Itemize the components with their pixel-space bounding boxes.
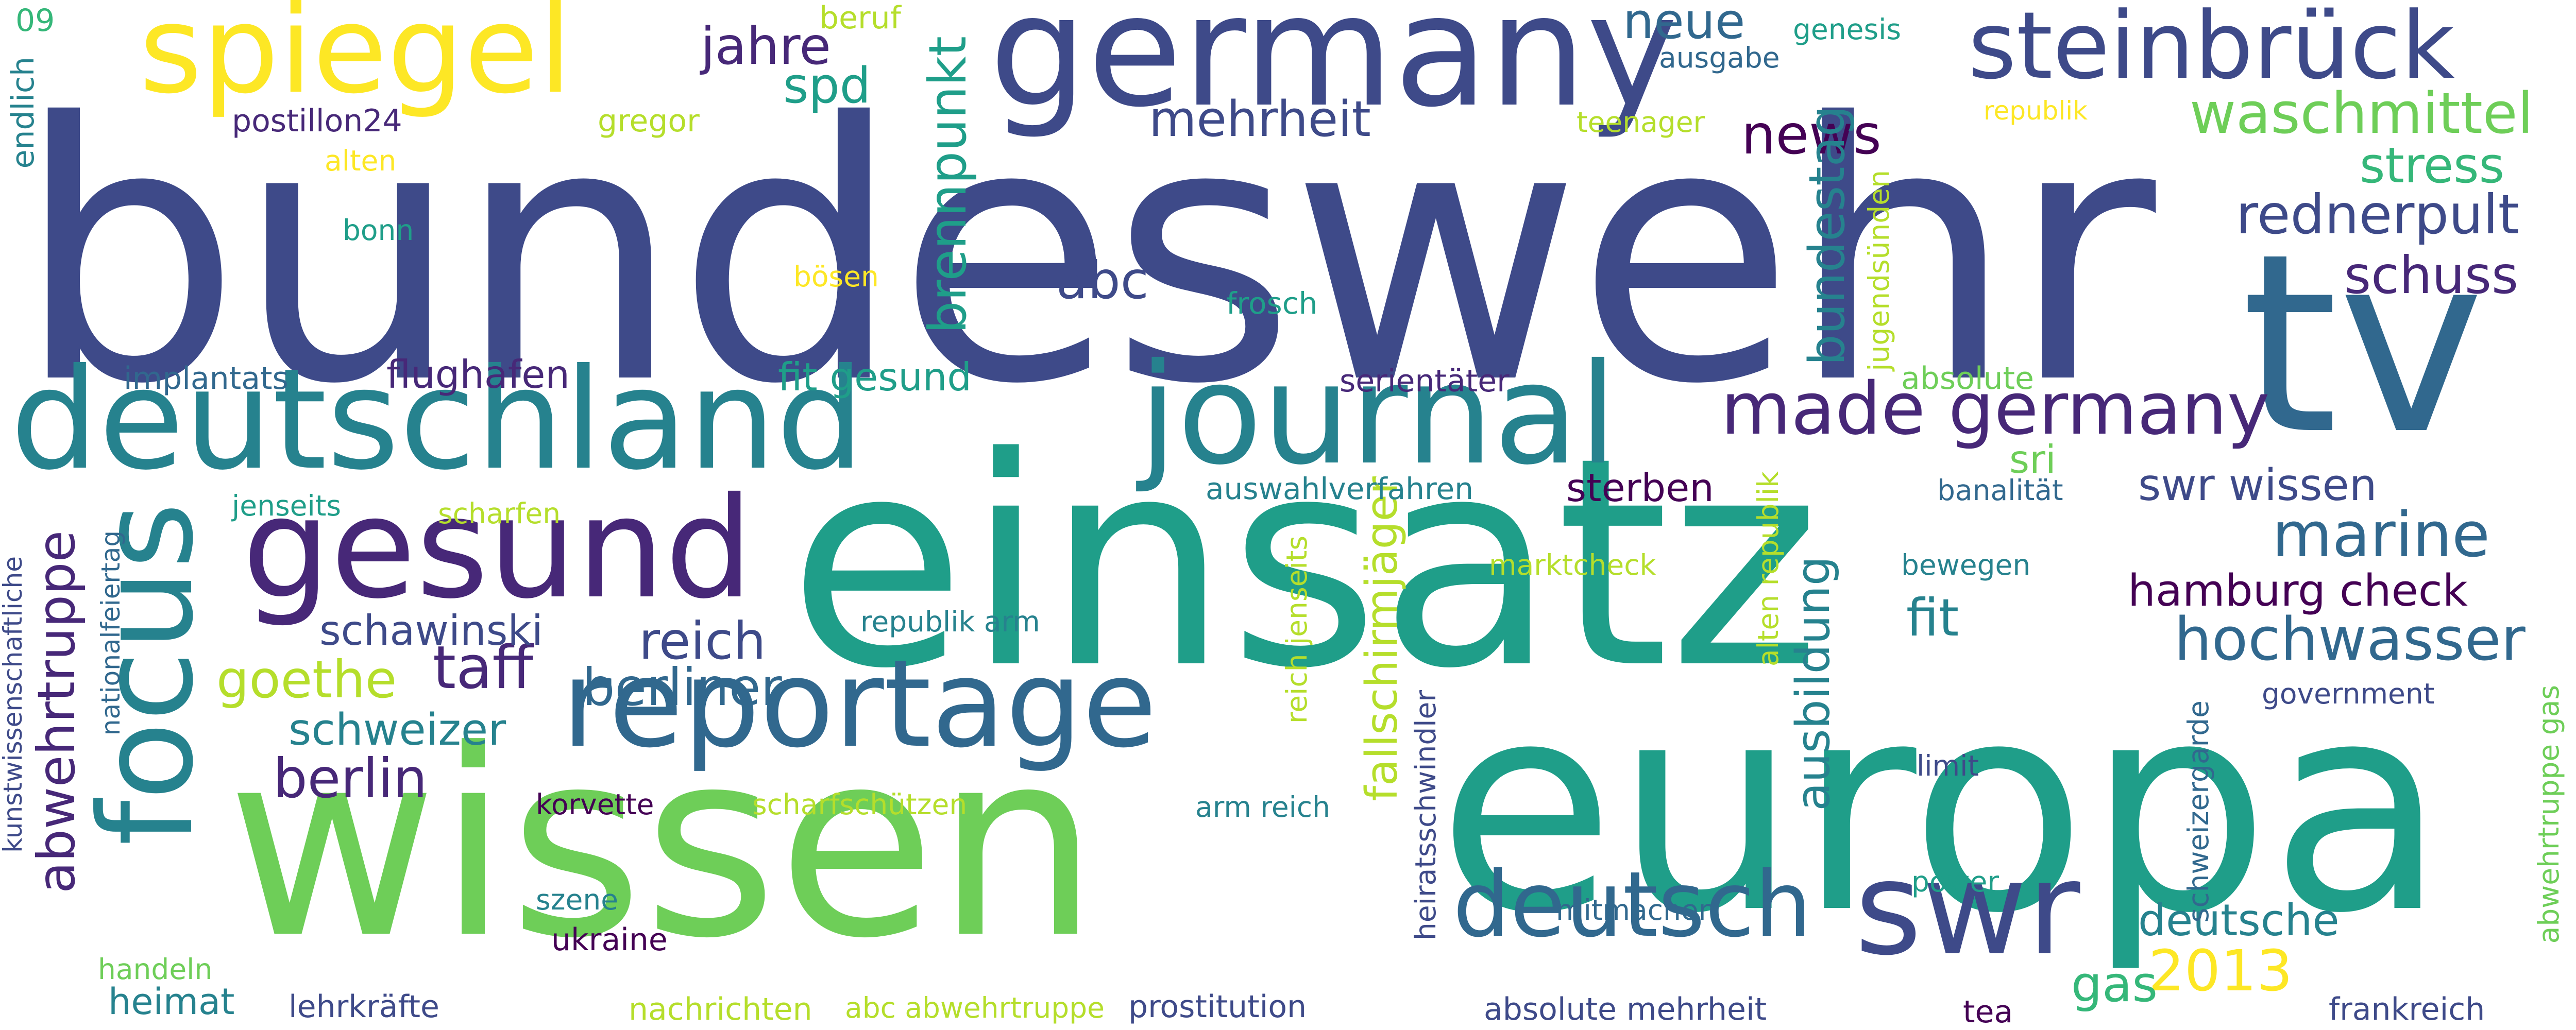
word-endlich: endlich xyxy=(5,57,41,169)
word-bonn: bonn xyxy=(343,214,414,247)
word-republik: republik xyxy=(1984,96,2088,126)
word-postillon24: postillon24 xyxy=(232,103,402,139)
word-schweizer: schweizer xyxy=(289,705,506,756)
word-berlin: berlin xyxy=(273,747,428,810)
word-stress: stress xyxy=(2360,138,2505,194)
word-europa: europa xyxy=(1437,641,2447,976)
word-deutschland: deutschland xyxy=(10,338,865,501)
word-mehrheit: mehrheit xyxy=(1149,91,1371,148)
word-sri: sri xyxy=(2009,437,2056,482)
word-abwehrtruppe-gas: abwehrtruppe gas xyxy=(2532,685,2565,944)
word-auswahlverfahren: auswahlverfahren xyxy=(1206,471,1473,506)
word-tea: tea xyxy=(1963,994,2013,1030)
word-nationalfeiertag: nationalfeiertag xyxy=(96,530,126,736)
word-berliner: berliner xyxy=(582,657,782,717)
word-republik-arm: republik arm xyxy=(860,605,1040,638)
word-alten: alten xyxy=(325,144,397,177)
word-flughafen: flughafen xyxy=(386,352,570,397)
word-gas: gas xyxy=(2071,956,2158,1013)
word-ukraine: ukraine xyxy=(551,922,668,958)
word-power: power xyxy=(1911,865,1999,898)
word-marktcheck: marktcheck xyxy=(1489,548,1656,581)
word-jahre: jahre xyxy=(701,16,831,76)
word-abwehrtruppe: abwehrtruppe xyxy=(26,530,87,894)
word-waschmittel: waschmittel xyxy=(2190,80,2534,146)
word-marine: marine xyxy=(2272,500,2490,571)
word-hamburg-check: hamburg check xyxy=(2128,565,2468,616)
word-alten-republik: alten republik xyxy=(1752,471,1785,667)
word-swr: swr xyxy=(1855,834,2080,984)
word-limit: limit xyxy=(1917,749,1979,782)
word-bewegen: bewegen xyxy=(1901,548,2031,581)
word-hochwasser: hochwasser xyxy=(2174,605,2526,674)
word-bundeswehr: bundeswehr xyxy=(15,48,2156,461)
word-frosch: frosch xyxy=(1226,286,1318,321)
word-jenseits: jenseits xyxy=(232,489,341,522)
word-09: 09 xyxy=(15,3,55,39)
word-jugendsuenden: jugendsünden xyxy=(1862,170,1895,371)
word-abc-abwehrtruppe: abc abwehrtruppe xyxy=(845,991,1105,1024)
word-rednerpult: rednerpult xyxy=(2236,183,2519,246)
word-steinbrueck: steinbrück xyxy=(1968,0,2455,100)
word-tv: tv xyxy=(2241,201,2485,489)
word-serientaeter: serientäter xyxy=(1340,363,1510,399)
word-taff: taff xyxy=(433,633,533,702)
word-spd: spd xyxy=(783,58,871,114)
word-lehrkraefte: lehrkräfte xyxy=(289,989,439,1025)
word-arm-reich: arm reich xyxy=(1195,791,1331,823)
word-ausbildung: ausbildung xyxy=(1786,556,1840,811)
word-deutsch: deutsch xyxy=(1453,853,1812,957)
word-gesund: gesund xyxy=(242,467,753,629)
word-beruf: beruf xyxy=(819,0,901,36)
word-mitmachen: mitmachen xyxy=(1556,894,1717,926)
word-banalitaet: banalität xyxy=(1937,474,2063,507)
word-gregor: gregor xyxy=(598,103,700,139)
word-reich-jenseits: reich jenseits xyxy=(1280,536,1313,724)
word-fallschirmjaeger: fallschirmjäger xyxy=(1357,476,1408,801)
word-schweizergarde: schweizergarde xyxy=(2182,700,2215,923)
word-absolute: absolute xyxy=(1901,360,2034,397)
word-absolute-mehrheit: absolute mehrheit xyxy=(1484,991,1767,1027)
word-swr-wissen: swr wissen xyxy=(2138,460,2377,511)
word-handeln: handeln xyxy=(98,953,213,986)
word-schawinski: schawinski xyxy=(319,607,543,655)
word-news: news xyxy=(1741,104,1882,166)
word-journal: journal xyxy=(1139,333,1618,495)
word-scharfen: scharfen xyxy=(438,497,561,530)
word-schuss: schuss xyxy=(2344,245,2519,305)
word-wissen: wissen xyxy=(227,695,1099,994)
word-fit-gesund: fit gesund xyxy=(778,354,972,400)
word-frankreich: frankreich xyxy=(2329,991,2485,1027)
word-teenager: teenager xyxy=(1577,106,1705,139)
word-ausgabe: ausgabe xyxy=(1659,41,1780,74)
word-abc: abc xyxy=(1056,250,1149,311)
word-deutsche: deutsche xyxy=(2138,895,2340,946)
word-reich: reich xyxy=(639,611,766,671)
word-nachrichten: nachrichten xyxy=(629,991,812,1027)
word-brennpunkt: brennpunkt xyxy=(918,36,978,334)
word-government: government xyxy=(2262,677,2435,710)
word-bundestag: bundestag xyxy=(1799,106,1856,366)
word-neue: neue xyxy=(1623,0,1745,50)
word-heimat: heimat xyxy=(108,981,235,1023)
word-reportage: reportage xyxy=(562,634,1157,775)
word-genesis: genesis xyxy=(1793,13,1902,46)
word-spiegel: spiegel xyxy=(139,0,572,121)
word-goethe: goethe xyxy=(216,649,397,710)
word-korvette: korvette xyxy=(536,788,654,821)
word-szene: szene xyxy=(536,883,619,916)
word-germany: germany xyxy=(989,0,1678,141)
word-heiratsschwindler: heiratsschwindler xyxy=(1409,690,1442,941)
word-einsatz: einsatz xyxy=(788,396,1821,732)
word-kunstwissenschaftliche: kunstwissenschaftliche xyxy=(0,556,28,853)
word-prostitution: prostitution xyxy=(1128,989,1307,1025)
word-2013: 2013 xyxy=(2148,938,2293,1004)
word-fit: fit xyxy=(1906,588,1959,648)
word-scharfschuetzen: scharfschützen xyxy=(752,788,968,821)
word-boesen: bösen xyxy=(793,260,879,293)
word-made-germany: made germany xyxy=(1721,367,2270,451)
word-sterben: sterben xyxy=(1566,465,1714,510)
word-implantats: implantats xyxy=(124,360,289,397)
